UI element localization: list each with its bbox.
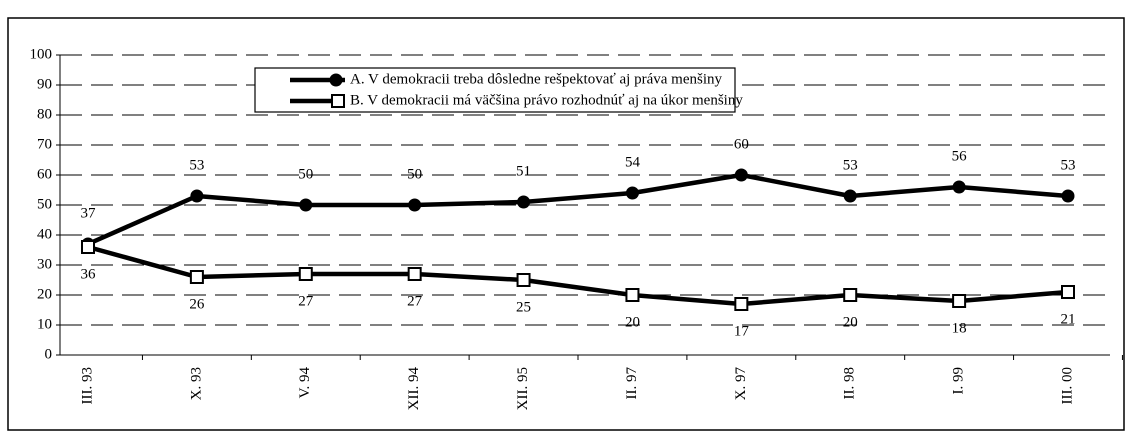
series-line bbox=[85, 244, 1071, 307]
data-label: 20 bbox=[625, 314, 640, 330]
data-label: 25 bbox=[516, 299, 531, 315]
marker bbox=[516, 273, 531, 287]
x-tick-label: X. 97 bbox=[733, 367, 749, 401]
data-label: 60 bbox=[734, 136, 749, 152]
y-tick-label: 30 bbox=[37, 256, 52, 272]
x-tick-label: II. 98 bbox=[842, 367, 858, 400]
marker bbox=[952, 294, 967, 308]
data-label: 20 bbox=[843, 314, 858, 330]
marker bbox=[843, 189, 857, 203]
data-label: 50 bbox=[407, 166, 422, 182]
chart-frame bbox=[7, 17, 1125, 431]
marker bbox=[952, 180, 966, 194]
data-label: 53 bbox=[189, 157, 204, 173]
marker bbox=[734, 168, 748, 182]
x-tick-label: III. 93 bbox=[79, 367, 95, 405]
marker bbox=[843, 288, 858, 302]
data-label: 54 bbox=[625, 154, 641, 170]
data-label: 37 bbox=[81, 205, 97, 221]
marker bbox=[625, 186, 639, 200]
marker bbox=[407, 267, 422, 281]
x-tick-label: II. 97 bbox=[624, 367, 640, 400]
y-tick-label: 50 bbox=[37, 196, 52, 212]
marker bbox=[189, 270, 204, 284]
data-label: 17 bbox=[734, 323, 750, 339]
marker bbox=[299, 198, 313, 212]
y-tick-label: 10 bbox=[37, 316, 52, 332]
data-label: 27 bbox=[298, 293, 314, 309]
x-tick-label: XII. 95 bbox=[515, 367, 531, 410]
legend-label: A. V demokracii treba dôsledne rešpektov… bbox=[350, 71, 722, 87]
x-tick-label: X. 93 bbox=[188, 367, 204, 400]
marker bbox=[298, 267, 313, 281]
legend-marker bbox=[331, 94, 345, 108]
legend-label: B. V demokracii má väčšina právo rozhodn… bbox=[350, 92, 743, 108]
marker bbox=[625, 288, 640, 302]
y-tick-label: 90 bbox=[37, 76, 52, 92]
y-tick-label: 0 bbox=[45, 346, 53, 362]
y-tick-label: 100 bbox=[30, 46, 53, 62]
marker bbox=[190, 189, 204, 203]
series-line bbox=[85, 172, 1071, 247]
marker bbox=[81, 240, 95, 254]
y-tick-label: 20 bbox=[37, 286, 52, 302]
y-tick-label: 60 bbox=[37, 166, 52, 182]
legend-marker bbox=[329, 73, 343, 87]
data-label: 27 bbox=[407, 293, 423, 309]
data-label: 26 bbox=[189, 296, 205, 312]
data-label: 51 bbox=[516, 163, 531, 179]
data-label: 18 bbox=[952, 320, 967, 336]
marker bbox=[734, 297, 749, 311]
y-tick-label: 40 bbox=[37, 226, 52, 242]
data-label: 53 bbox=[843, 157, 858, 173]
x-tick-label: III. 00 bbox=[1059, 367, 1075, 405]
y-tick-label: 80 bbox=[37, 106, 52, 122]
marker bbox=[517, 195, 531, 209]
marker bbox=[1061, 285, 1075, 299]
x-tick-label: I. 99 bbox=[951, 367, 967, 395]
marker bbox=[1061, 189, 1075, 203]
data-label: 50 bbox=[298, 166, 313, 182]
marker bbox=[408, 198, 422, 212]
x-tick-label: V. 94 bbox=[297, 367, 313, 399]
data-label: 53 bbox=[1061, 157, 1076, 173]
x-tick-label: XII. 94 bbox=[406, 367, 422, 411]
data-label: 56 bbox=[952, 148, 968, 164]
data-label: 36 bbox=[81, 266, 97, 282]
y-tick-label: 70 bbox=[37, 136, 52, 152]
data-label: 21 bbox=[1061, 311, 1076, 327]
